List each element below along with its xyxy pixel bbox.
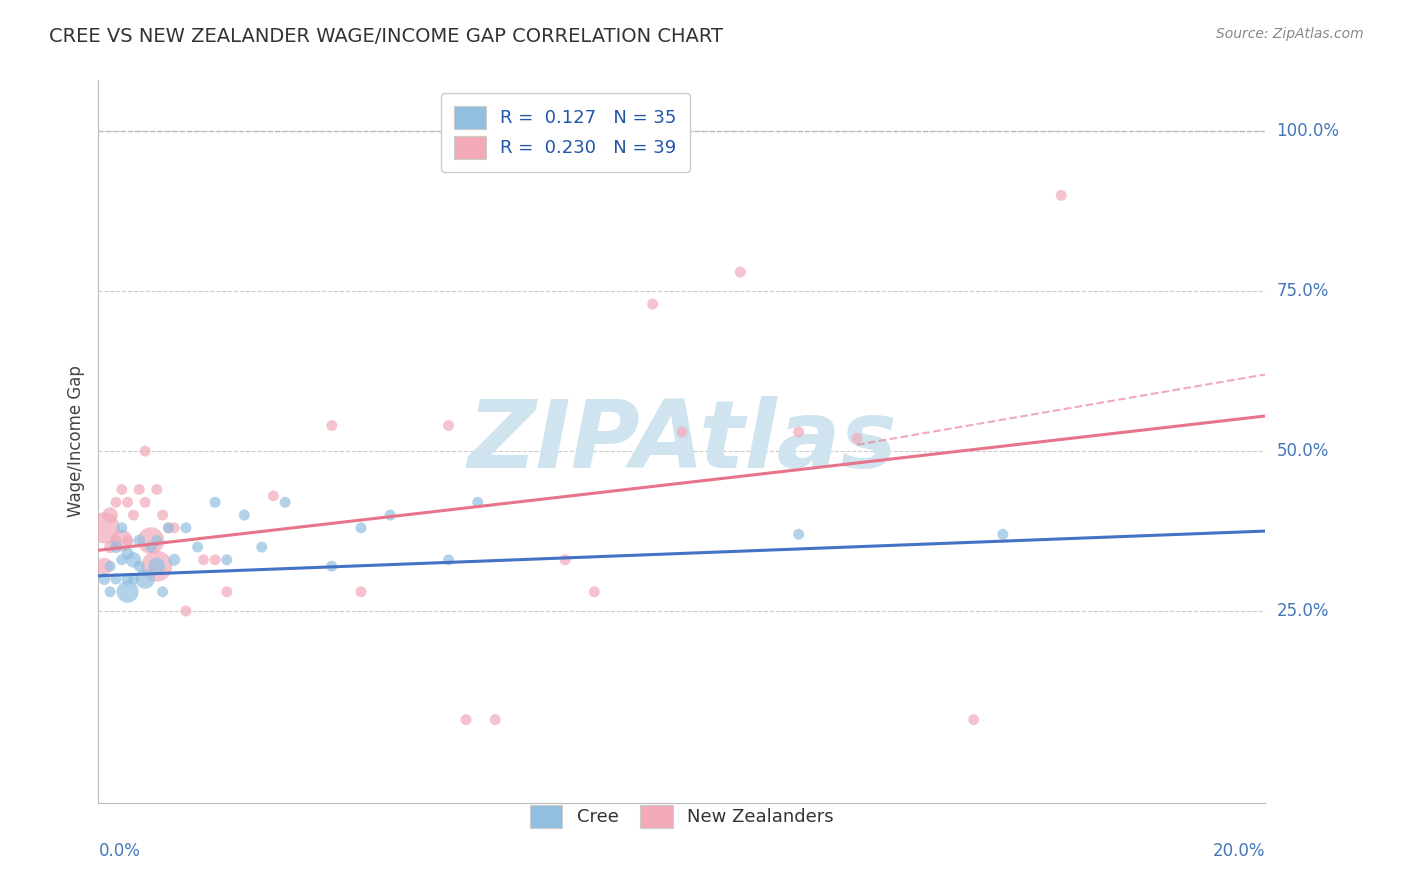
Text: 50.0%: 50.0% xyxy=(1277,442,1329,460)
Point xyxy=(321,559,343,574)
Point xyxy=(484,713,506,727)
Point xyxy=(93,572,115,586)
Point xyxy=(139,533,162,548)
Text: 100.0%: 100.0% xyxy=(1277,122,1340,140)
Point xyxy=(730,265,752,279)
Point xyxy=(98,584,121,599)
Point xyxy=(204,495,226,509)
Point xyxy=(122,508,145,522)
Point xyxy=(454,713,477,727)
Point xyxy=(134,572,156,586)
Point xyxy=(641,297,664,311)
Point xyxy=(117,533,139,548)
Point xyxy=(583,584,606,599)
Point xyxy=(233,508,256,522)
Point xyxy=(250,540,273,554)
Text: 0.0%: 0.0% xyxy=(98,842,141,860)
Point xyxy=(163,553,186,567)
Point xyxy=(163,521,186,535)
Text: ZIPAtlas: ZIPAtlas xyxy=(467,395,897,488)
Point xyxy=(174,521,197,535)
Point xyxy=(152,508,174,522)
Point xyxy=(104,533,127,548)
Point xyxy=(98,559,121,574)
Point xyxy=(274,495,297,509)
Point xyxy=(962,713,984,727)
Point xyxy=(215,553,238,567)
Point xyxy=(128,533,150,548)
Point xyxy=(204,553,226,567)
Point xyxy=(122,572,145,586)
Point xyxy=(122,553,145,567)
Point xyxy=(380,508,402,522)
Point xyxy=(787,425,810,439)
Point xyxy=(146,559,169,574)
Point xyxy=(117,572,139,586)
Text: Source: ZipAtlas.com: Source: ZipAtlas.com xyxy=(1216,27,1364,41)
Text: 25.0%: 25.0% xyxy=(1277,602,1329,620)
Point xyxy=(157,521,180,535)
Point xyxy=(134,495,156,509)
Point xyxy=(157,521,180,535)
Point xyxy=(846,431,869,445)
Point xyxy=(193,553,215,567)
Text: 75.0%: 75.0% xyxy=(1277,282,1329,301)
Point xyxy=(146,483,169,497)
Point xyxy=(787,527,810,541)
Point xyxy=(262,489,284,503)
Point xyxy=(104,540,127,554)
Point xyxy=(128,559,150,574)
Point xyxy=(152,584,174,599)
Point xyxy=(111,483,134,497)
Point xyxy=(437,553,460,567)
Point xyxy=(350,521,373,535)
Point xyxy=(350,584,373,599)
Point xyxy=(128,483,150,497)
Point xyxy=(104,572,127,586)
Point xyxy=(117,495,139,509)
Text: 20.0%: 20.0% xyxy=(1213,842,1265,860)
Point xyxy=(111,553,134,567)
Point xyxy=(437,418,460,433)
Point xyxy=(134,444,156,458)
Point xyxy=(104,495,127,509)
Point xyxy=(117,584,139,599)
Point xyxy=(671,425,693,439)
Point xyxy=(98,540,121,554)
Point xyxy=(187,540,209,554)
Legend: Cree, New Zealanders: Cree, New Zealanders xyxy=(517,792,846,841)
Point xyxy=(991,527,1014,541)
Point xyxy=(467,495,489,509)
Point xyxy=(98,508,121,522)
Text: CREE VS NEW ZEALANDER WAGE/INCOME GAP CORRELATION CHART: CREE VS NEW ZEALANDER WAGE/INCOME GAP CO… xyxy=(49,27,723,45)
Point xyxy=(146,533,169,548)
Point xyxy=(215,584,238,599)
Point xyxy=(111,521,134,535)
Y-axis label: Wage/Income Gap: Wage/Income Gap xyxy=(66,366,84,517)
Point xyxy=(93,559,115,574)
Point xyxy=(146,559,169,574)
Point xyxy=(321,418,343,433)
Point xyxy=(93,521,115,535)
Point xyxy=(111,533,134,548)
Point xyxy=(117,546,139,560)
Point xyxy=(1050,188,1073,202)
Point xyxy=(174,604,197,618)
Point xyxy=(139,540,162,554)
Point xyxy=(554,553,576,567)
